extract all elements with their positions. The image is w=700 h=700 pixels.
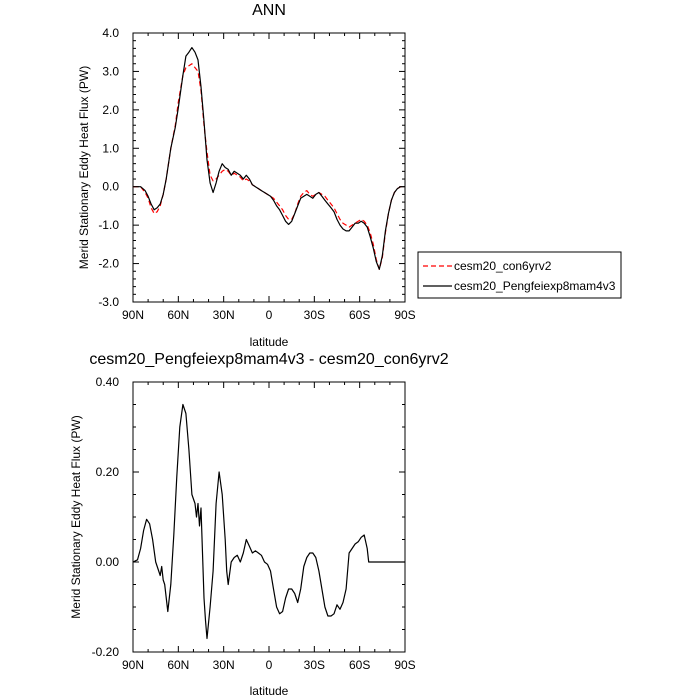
chart-title: cesm20_Pengfeiexp8mam4v3 - cesm20_con6yr… [89, 351, 448, 368]
y-tick-label: -2.0 [98, 257, 119, 271]
x-tick-label: 60S [349, 308, 370, 322]
y-axis-label: Merid Stationary Eddy Heat Flux (PW) [69, 415, 83, 618]
y-tick-label: -3.0 [98, 295, 119, 309]
y-tick-label: 1.0 [102, 141, 119, 155]
x-tick-label: 90S [394, 308, 415, 322]
x-tick-label: 90S [394, 658, 415, 672]
x-tick-label: 30N [213, 658, 235, 672]
x-axis-label: latitude [250, 684, 289, 698]
series-line-2 [133, 46, 405, 270]
y-tick-label: 0.00 [96, 555, 120, 569]
x-tick-label: 30S [304, 658, 325, 672]
y-tick-label: 4.0 [102, 26, 119, 40]
x-tick-label: 90N [122, 658, 144, 672]
series-line-1 [133, 63, 405, 270]
x-tick-label: 30S [304, 308, 325, 322]
y-tick-label: 0.20 [96, 465, 120, 479]
y-tick-label: -0.20 [92, 645, 120, 659]
plot-frame [132, 381, 406, 653]
chart-panel-2: cesm20_Pengfeiexp8mam4v3 - cesm20_con6yr… [69, 351, 449, 698]
plot-frame [132, 32, 406, 303]
x-tick-label: 0 [266, 658, 273, 672]
chart-panel-1: ANN latitude Merid Stationary Eddy Heat Fl… [77, 2, 622, 349]
x-axis-label: latitude [250, 335, 289, 349]
x-tick-label: 60N [167, 658, 189, 672]
y-tick-label: 3.0 [102, 64, 119, 78]
y-tick-label: 0.40 [96, 375, 120, 389]
legend-label: cesm20_Pengfeiexp8mam4v3 [454, 279, 616, 293]
x-tick-label: 30N [213, 308, 235, 322]
y-tick-label: 0.0 [102, 180, 119, 194]
x-tick-label: 0 [266, 308, 273, 322]
x-tick-label: 90N [122, 308, 144, 322]
legend-label: cesm20_con6yrv2 [454, 259, 552, 273]
chart-title: ANN [252, 2, 286, 19]
y-tick-label: -1.0 [98, 218, 119, 232]
y-axis-label: Merid Stationary Eddy Heat Flux (PW) [77, 66, 91, 269]
series-line-1 [132, 403, 405, 640]
y-tick-label: 2.0 [102, 103, 119, 117]
legend: cesm20_con6yrv2 cesm20_Pengfeiexp8mam4v3 [417, 251, 622, 299]
x-tick-label: 60N [167, 308, 189, 322]
legend-box [417, 251, 622, 299]
x-tick-label: 60S [349, 658, 370, 672]
